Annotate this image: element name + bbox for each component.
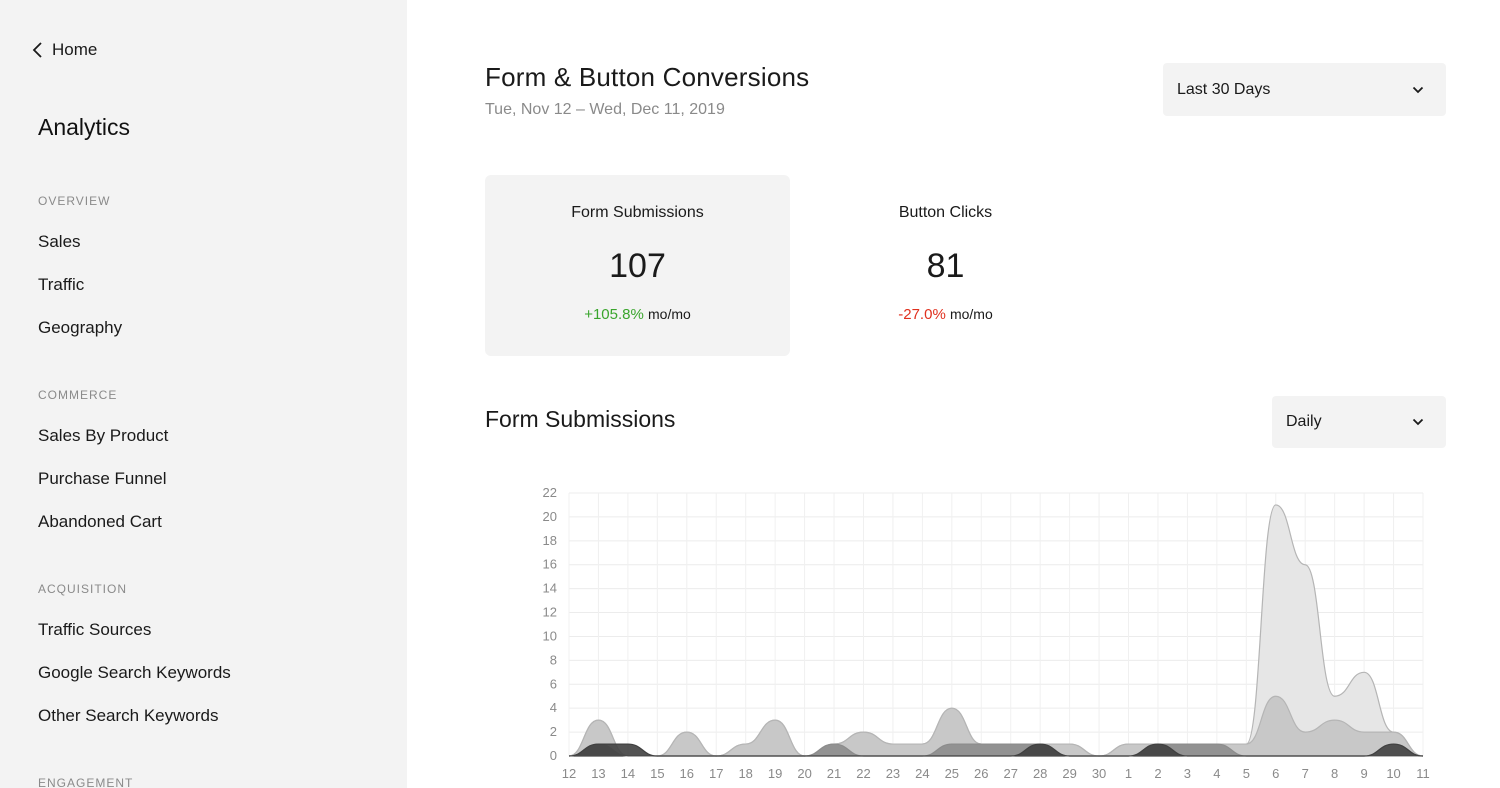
section-label-commerce: COMMERCE [38, 388, 118, 402]
series-line-3 [568, 743, 1424, 757]
chevron-down-icon [1412, 86, 1424, 94]
series-area-2 [569, 744, 1423, 756]
y-tick-label: 10 [543, 628, 557, 643]
section-label-engagement: ENGAGEMENT [38, 776, 134, 788]
x-tick-label: 4 [1213, 766, 1220, 781]
kpi-delta: +105.8% [584, 306, 644, 323]
x-tick-label: 29 [1062, 766, 1076, 781]
y-tick-label: 4 [550, 700, 557, 715]
y-tick-label: 16 [543, 557, 557, 572]
x-tick-label: 25 [945, 766, 959, 781]
x-tick-label: 28 [1033, 766, 1047, 781]
y-tick-label: 6 [550, 676, 557, 691]
y-tick-label: 18 [543, 533, 557, 548]
sidebar-item-purchase-funnel[interactable]: Purchase Funnel [38, 469, 167, 488]
x-tick-label: 19 [768, 766, 782, 781]
x-tick-label: 5 [1243, 766, 1250, 781]
x-tick-label: 18 [738, 766, 752, 781]
sidebar-item-google-search-keywords[interactable]: Google Search Keywords [38, 663, 231, 682]
x-tick-label: 16 [680, 766, 694, 781]
sidebar-item-traffic-sources[interactable]: Traffic Sources [38, 620, 152, 639]
chart-title: Form Submissions [485, 406, 676, 432]
section-label-acquisition: ACQUISITION [38, 582, 128, 596]
sidebar-item-traffic[interactable]: Traffic [38, 275, 85, 294]
x-tick-label: 8 [1331, 766, 1338, 781]
x-tick-label: 2 [1154, 766, 1161, 781]
sidebar: Home Analytics OVERVIEW Sales Traffic Ge… [0, 0, 407, 788]
x-tick-label: 3 [1184, 766, 1191, 781]
x-tick-label: 12 [562, 766, 576, 781]
x-tick-label: 10 [1386, 766, 1400, 781]
chevron-left-icon [31, 40, 45, 60]
y-tick-label: 14 [543, 581, 557, 596]
main-content: Form & Button Conversions Tue, Nov 12 – … [407, 0, 1500, 788]
kpi-label: Button Clicks [898, 204, 993, 221]
x-tick-label: 22 [856, 766, 870, 781]
back-home-link[interactable]: Home [31, 38, 97, 62]
x-tick-label: 30 [1092, 766, 1106, 781]
y-tick-label: 8 [550, 652, 557, 667]
x-tick-label: 6 [1272, 766, 1279, 781]
sidebar-item-abandoned-cart[interactable]: Abandoned Cart [38, 512, 162, 531]
y-tick-label: 22 [543, 485, 557, 500]
x-tick-label: 14 [621, 766, 635, 781]
x-tick-label: 17 [709, 766, 723, 781]
page-title: Form & Button Conversions [485, 62, 810, 92]
x-tick-label: 24 [915, 766, 929, 781]
period-select[interactable]: Last 30 Days [1163, 63, 1446, 116]
date-range-label: Tue, Nov 12 – Wed, Dec 11, 2019 [485, 101, 725, 118]
kpi-value: 107 [609, 247, 666, 285]
interval-select-value: Daily [1286, 413, 1322, 430]
kpi-card-form-submissions[interactable]: Form Submissions 107 +105.8% mo/mo [485, 175, 790, 356]
kpi-change: -27.0% mo/mo [793, 306, 1098, 323]
sidebar-item-sales-by-product[interactable]: Sales By Product [38, 426, 169, 445]
sidebar-item-geography[interactable]: Geography [38, 318, 123, 337]
sidebar-item-other-search-keywords[interactable]: Other Search Keywords [38, 706, 219, 725]
x-tick-label: 7 [1302, 766, 1309, 781]
x-tick-label: 26 [974, 766, 988, 781]
x-tick-label: 15 [650, 766, 664, 781]
x-tick-label: 11 [1416, 766, 1430, 781]
kpi-delta-unit: mo/mo [648, 306, 691, 322]
x-tick-label: 21 [827, 766, 841, 781]
x-tick-label: 13 [591, 766, 605, 781]
chevron-down-icon [1412, 418, 1424, 426]
kpi-delta: -27.0% [898, 306, 946, 323]
section-label-overview: OVERVIEW [38, 194, 111, 208]
period-select-value: Last 30 Days [1177, 80, 1271, 98]
y-tick-label: 2 [550, 724, 557, 739]
x-tick-label: 27 [1003, 766, 1017, 781]
series-area-1 [569, 696, 1423, 756]
kpi-label: Form Submissions [571, 204, 704, 221]
kpi-change: +105.8% mo/mo [485, 306, 790, 323]
sidebar-title: Analytics [38, 114, 131, 140]
back-home-label: Home [52, 40, 98, 59]
kpi-delta-unit: mo/mo [949, 306, 993, 322]
interval-select[interactable]: Daily [1272, 396, 1446, 448]
sidebar-item-sales[interactable]: Sales [38, 232, 81, 251]
kpi-card-button-clicks[interactable]: Button Clicks 81 -27.0% mo/mo [793, 175, 1098, 356]
series-area-0 [569, 504, 1423, 756]
y-tick-label: 0 [550, 748, 557, 763]
kpi-value: 81 [926, 247, 965, 285]
y-tick-label: 20 [543, 509, 557, 524]
x-tick-label: 1 [1125, 766, 1132, 781]
x-tick-label: 9 [1360, 766, 1367, 781]
x-tick-label: 20 [797, 766, 811, 781]
y-tick-label: 12 [543, 605, 557, 620]
x-tick-label: 23 [886, 766, 900, 781]
